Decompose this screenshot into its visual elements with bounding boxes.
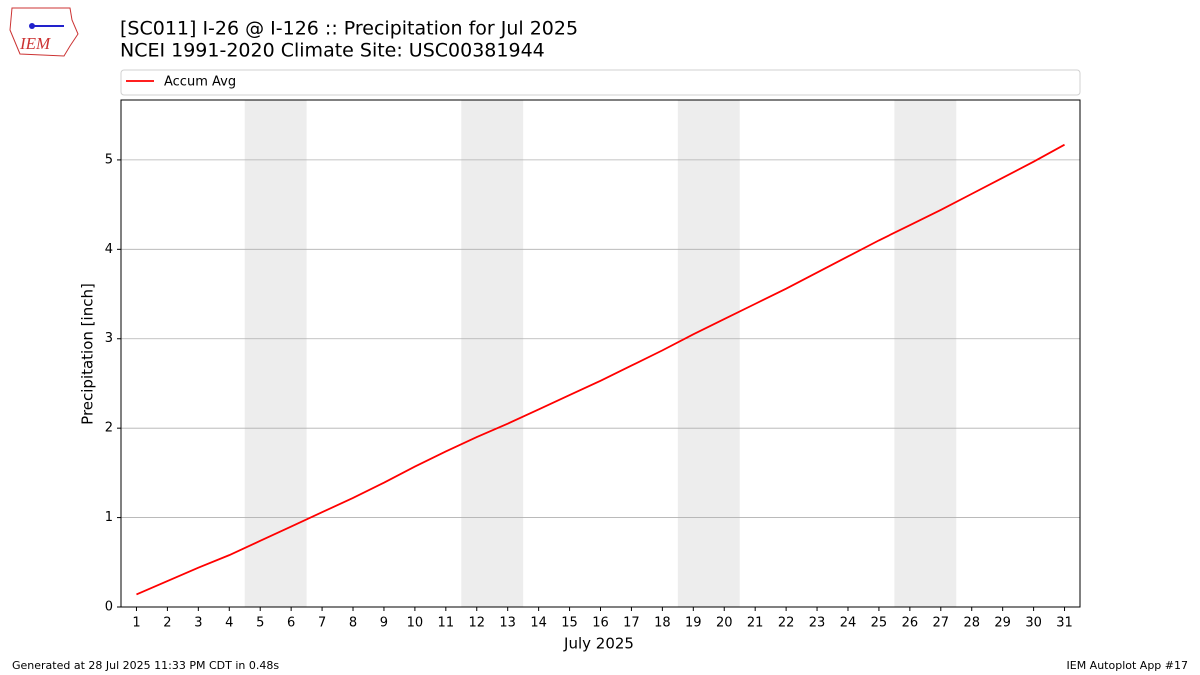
x-tick-label: 5: [256, 616, 264, 631]
weekend-band: [244, 100, 307, 607]
chart-subtitle: NCEI 1991-2020 Climate Site: USC00381944: [120, 40, 545, 62]
x-tick-label: 25: [871, 616, 888, 631]
x-tick-label: 21: [747, 616, 764, 631]
x-tick-label: 8: [349, 616, 357, 631]
x-tick-label: 29: [994, 616, 1011, 631]
plot-frame: [120, 99, 1081, 608]
y-tick-label: 2: [105, 421, 113, 436]
y-tick-label: 5: [105, 152, 113, 167]
logo-outline: [9, 7, 79, 57]
weekend-band: [677, 100, 740, 607]
x-tick-label: 19: [685, 616, 702, 631]
x-tick-label: 18: [654, 616, 671, 631]
x-tick-label: 30: [1025, 616, 1042, 631]
y-axis-label: Precipitation [inch]: [79, 283, 97, 425]
x-axis-label: July 2025: [563, 635, 634, 653]
x-tick-label: 22: [778, 616, 795, 631]
weekend-band: [894, 100, 957, 607]
footer-left: Generated at 28 Jul 2025 11:33 PM CDT in…: [12, 659, 279, 672]
x-tick-label: 6: [287, 616, 295, 631]
x-tick-label: 27: [933, 616, 950, 631]
x-tick-label: 31: [1056, 616, 1073, 631]
footer-right: IEM Autoplot App #17: [1067, 659, 1189, 672]
x-tick-label: 17: [623, 616, 640, 631]
y-tick-label: 4: [105, 242, 113, 257]
x-tick-label: 3: [194, 616, 202, 631]
y-tick-label: 1: [105, 510, 113, 525]
x-tick-label: 11: [438, 616, 455, 631]
legend: [120, 69, 1081, 96]
x-tick-label: 4: [225, 616, 233, 631]
legend-label: Accum Avg: [164, 75, 236, 90]
x-tick-label: 16: [592, 616, 609, 631]
x-tick-label: 26: [902, 616, 919, 631]
x-tick-label: 23: [809, 616, 826, 631]
y-tick-label: 3: [105, 331, 113, 346]
logo-text: IEM: [19, 34, 51, 53]
x-tick-label: 1: [132, 616, 140, 631]
x-tick-label: 9: [380, 616, 388, 631]
weekend-band: [461, 100, 524, 607]
logo: IEM: [9, 7, 79, 57]
x-tick-label: 12: [468, 616, 485, 631]
x-tick-label: 14: [530, 616, 547, 631]
y-tick-label: 0: [105, 600, 113, 615]
chart-title: [SC011] I-26 @ I-126 :: Precipitation fo…: [120, 18, 578, 40]
data-line: [136, 143, 1065, 596]
x-tick-label: 28: [963, 616, 980, 631]
x-tick-label: 10: [407, 616, 424, 631]
x-tick-label: 20: [716, 616, 733, 631]
x-tick-label: 24: [840, 616, 857, 631]
x-tick-label: 13: [499, 616, 516, 631]
x-tick-label: 7: [318, 616, 326, 631]
x-tick-label: 15: [561, 616, 578, 631]
x-tick-label: 2: [163, 616, 171, 631]
